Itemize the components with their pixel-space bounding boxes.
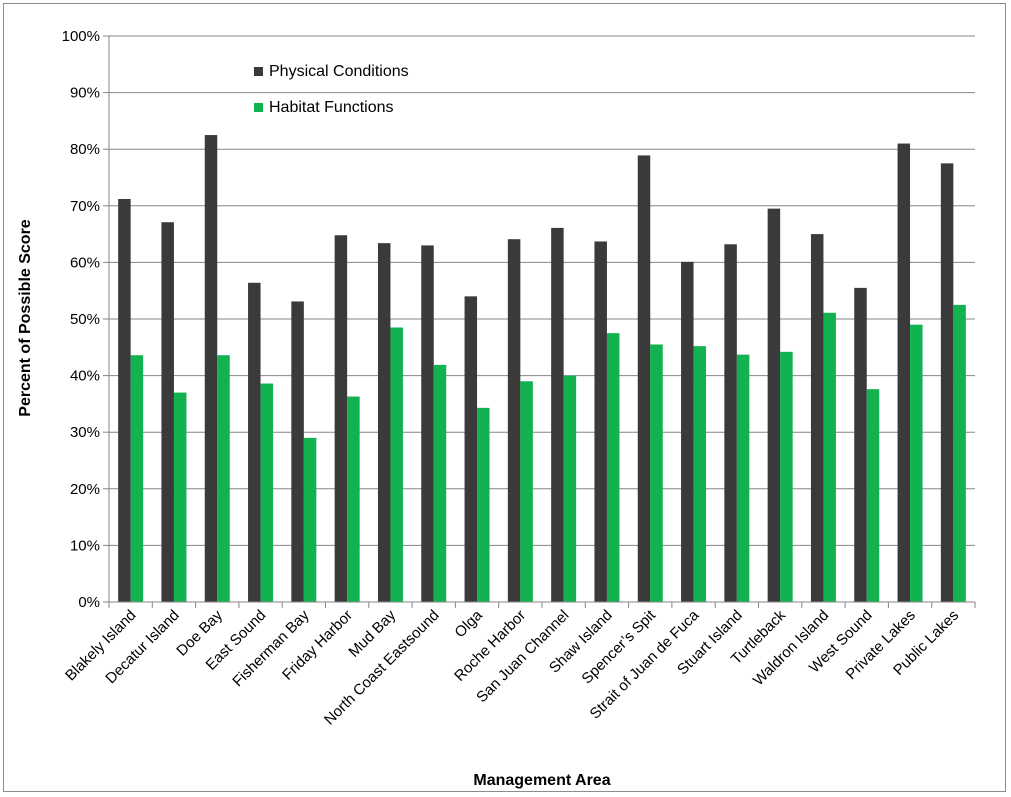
y-tick-label: 40% bbox=[70, 368, 100, 385]
bar-physical-conditions bbox=[507, 239, 521, 602]
bar-physical-conditions bbox=[334, 235, 348, 602]
bar-habitat-functions bbox=[736, 354, 750, 602]
bar-habitat-functions bbox=[780, 351, 793, 602]
bar-physical-conditions bbox=[724, 244, 737, 602]
x-tick-label: Spencer’s Spit bbox=[578, 606, 659, 687]
bar-physical-conditions bbox=[204, 135, 218, 603]
bar-habitat-functions bbox=[953, 304, 966, 602]
y-tick-labels: 0% 10% 20% 30% 40% 50% 60% 70% 80% 90% 100% bbox=[62, 28, 100, 611]
gridlines bbox=[103, 35, 976, 608]
x-tick-label: Waldron Island bbox=[750, 607, 832, 689]
bar-habitat-functions bbox=[347, 396, 360, 602]
bar-habitat-functions bbox=[520, 381, 533, 602]
bar-habitat-functions bbox=[823, 312, 836, 602]
y-tick-label: 30% bbox=[70, 424, 100, 441]
y-tick-label: 80% bbox=[70, 141, 100, 158]
y-tick-label: 50% bbox=[70, 311, 100, 328]
bar-physical-conditions bbox=[681, 261, 694, 602]
bar-habitat-functions bbox=[650, 344, 663, 602]
bar-habitat-functions bbox=[910, 324, 923, 602]
x-axis-title: Management Area bbox=[473, 772, 610, 789]
bar-habitat-functions bbox=[477, 407, 490, 602]
legend-label-physical-conditions: Physical Conditions bbox=[269, 63, 409, 80]
bar-physical-conditions bbox=[767, 208, 781, 602]
legend-swatch-habitat-functions bbox=[254, 103, 263, 112]
bar-physical-conditions bbox=[594, 241, 607, 602]
bar-physical-conditions bbox=[118, 199, 131, 602]
y-tick-label: 0% bbox=[78, 594, 100, 611]
bar-habitat-functions bbox=[390, 327, 403, 602]
bar-physical-conditions bbox=[637, 155, 651, 602]
bar-physical-conditions bbox=[291, 301, 304, 602]
y-tick-label: 20% bbox=[70, 481, 100, 498]
bar-habitat-functions bbox=[173, 392, 187, 602]
y-tick-label: 60% bbox=[70, 254, 100, 271]
y-tick-label: 100% bbox=[62, 28, 100, 45]
axes bbox=[108, 36, 975, 603]
y-tick-label: 70% bbox=[70, 198, 100, 215]
bar-physical-conditions bbox=[854, 287, 867, 602]
y-tick-label: 10% bbox=[70, 537, 100, 554]
bar-physical-conditions bbox=[551, 227, 564, 602]
bar-habitat-functions bbox=[693, 346, 707, 602]
bar-habitat-functions bbox=[303, 437, 317, 602]
bar-physical-conditions bbox=[464, 296, 478, 602]
bar-physical-conditions bbox=[377, 243, 391, 602]
bar-habitat-functions bbox=[433, 364, 447, 602]
legend-swatch-physical-conditions bbox=[254, 67, 263, 76]
bar-physical-conditions bbox=[161, 222, 174, 603]
bar-habitat-functions bbox=[130, 355, 144, 602]
legend-label-habitat-functions: Habitat Functions bbox=[269, 99, 394, 116]
bar-habitat-functions bbox=[563, 375, 577, 602]
bar-physical-conditions bbox=[248, 282, 261, 602]
x-tick-label: Olga bbox=[451, 606, 486, 641]
y-axis-title: Percent of Possible Score bbox=[17, 219, 34, 417]
bar-habitat-functions bbox=[866, 389, 880, 602]
bar-habitat-functions bbox=[260, 383, 274, 602]
bar-physical-conditions bbox=[940, 163, 954, 602]
bar-physical-conditions bbox=[421, 245, 434, 603]
bar-physical-conditions bbox=[810, 234, 824, 602]
legend: Physical Conditions Habitat Functions bbox=[254, 63, 409, 116]
bars bbox=[118, 135, 966, 603]
bar-habitat-functions bbox=[217, 355, 230, 602]
bar-habitat-functions bbox=[606, 333, 620, 602]
x-tick-label: Fisherman Bay bbox=[229, 606, 313, 690]
bar-physical-conditions bbox=[897, 143, 911, 603]
y-tick-label: 90% bbox=[70, 85, 100, 102]
